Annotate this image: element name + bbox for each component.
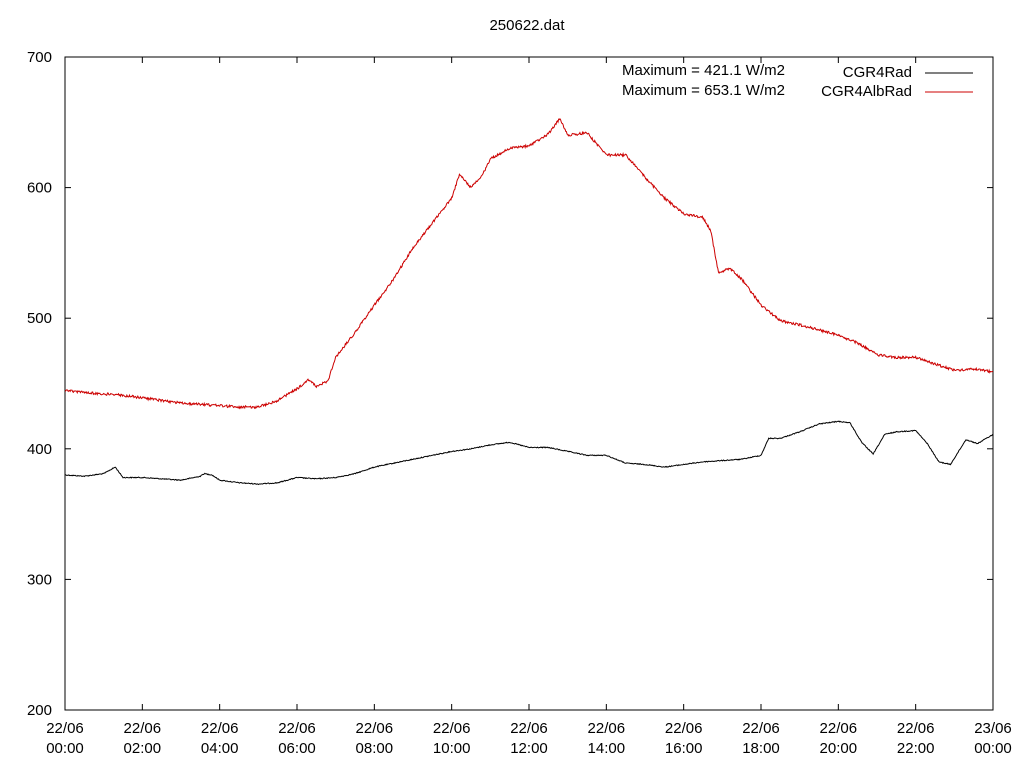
x-tick-label: 22/06 16:00 <box>665 720 703 757</box>
series-layer <box>64 118 994 486</box>
x-tick-label: 22/06 22:00 <box>897 720 935 757</box>
y-tick-label: 600 <box>27 180 52 197</box>
x-tick-label: 22/06 00:00 <box>46 720 84 757</box>
annotation-max-1: Maximum = 421.1 W/m2 <box>622 62 785 79</box>
x-tick-label: 22/06 02:00 <box>124 720 162 757</box>
legend-label-cgr4rad: CGR4Rad <box>843 64 912 81</box>
chart-title: 250622.dat <box>489 17 565 34</box>
y-tick-label: 400 <box>27 441 52 458</box>
x-tick-label: 23/06 00:00 <box>974 720 1012 757</box>
x-tick-label: 22/06 08:00 <box>356 720 394 757</box>
x-tick-label: 22/06 10:00 <box>433 720 471 757</box>
y-tick-label: 500 <box>27 310 52 327</box>
y-axis: 200 300 400 500 600 700 <box>27 49 993 719</box>
x-axis: 22/06 00:00 22/06 02:00 22/06 04:00 22/06 06:00… <box>46 57 1012 757</box>
series-line-cgr4albrad <box>64 118 994 410</box>
x-tick-label: 22/06 12:00 <box>510 720 548 757</box>
legend-label-cgr4albrad: CGR4AlbRad <box>821 83 912 100</box>
x-tick-label: 22/06 20:00 <box>820 720 858 757</box>
y-tick-label: 700 <box>27 49 52 66</box>
x-tick-label: 22/06 14:00 <box>588 720 626 757</box>
annotation-max-2: Maximum = 653.1 W/m2 <box>622 82 785 99</box>
x-tick-label: 22/06 06:00 <box>278 720 316 757</box>
y-tick-label: 200 <box>27 702 52 719</box>
y-tick-label: 300 <box>27 571 52 588</box>
x-tick-label: 22/06 04:00 <box>201 720 239 757</box>
x-tick-label: 22/06 18:00 <box>742 720 780 757</box>
series-line-cgr4rad <box>64 420 994 486</box>
legend: CGR4Rad CGR4AlbRad <box>821 64 973 100</box>
